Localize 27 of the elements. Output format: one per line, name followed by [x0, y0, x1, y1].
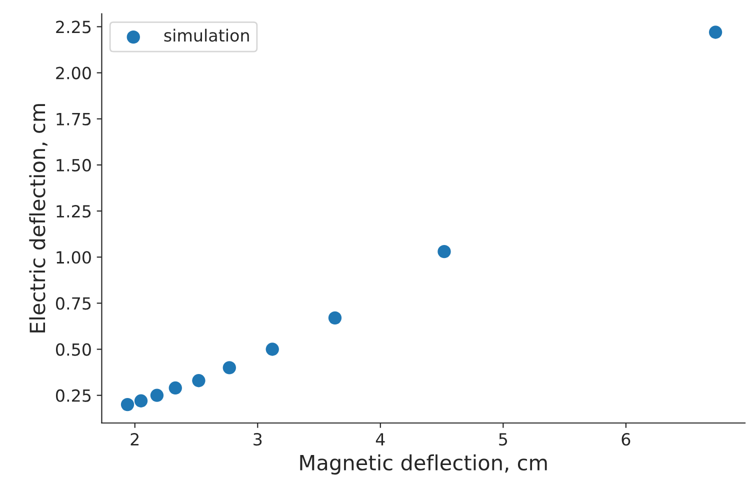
x-tick-label: 5	[499, 433, 508, 446]
legend-label: simulation	[164, 28, 249, 42]
point	[192, 374, 206, 388]
point	[134, 394, 148, 408]
y-tick-label: 1.50	[56, 158, 91, 172]
x-tick-label: 2	[130, 433, 139, 446]
y-axis-title: Electric deflection, cm	[29, 104, 48, 332]
y-tick-label: 1.00	[56, 251, 91, 264]
point	[120, 398, 134, 412]
x-tick-label: 4	[376, 433, 385, 446]
y-tick-label: 0.50	[56, 343, 91, 356]
x-axis-title: Magnetic deflection, cm	[300, 454, 547, 475]
y-tick-label: 2.00	[56, 66, 91, 80]
y-tick-label: 0.25	[56, 389, 91, 402]
y-tick-label: 1.75	[56, 113, 91, 126]
point	[266, 342, 279, 356]
y-tick-label: 0.75	[56, 297, 91, 310]
y-tick-label: 1.25	[56, 204, 91, 218]
x-tick-label: 3	[254, 433, 262, 446]
point	[328, 311, 342, 325]
x-tick-label: 6	[622, 433, 630, 446]
point	[168, 381, 182, 395]
point	[150, 388, 164, 402]
point	[708, 26, 722, 39]
point	[438, 244, 451, 258]
y-tick-label: 2.25	[56, 20, 91, 34]
point	[222, 361, 236, 374]
